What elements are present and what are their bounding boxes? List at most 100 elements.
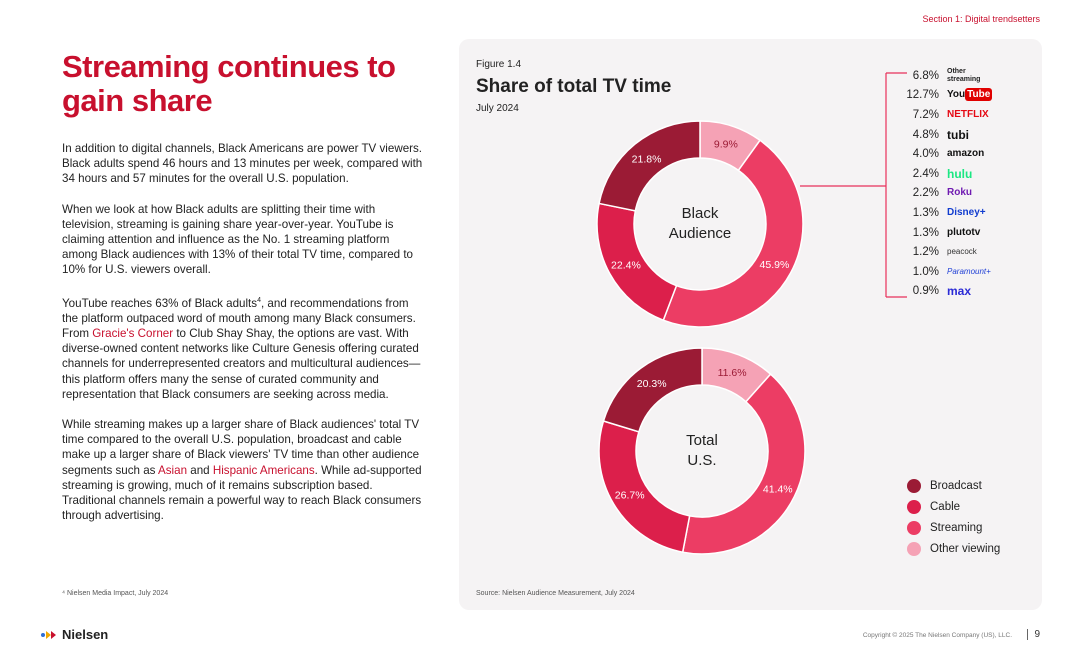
tubi-logo: tubi xyxy=(947,127,969,142)
streaming-pct-tubi: 4.8% xyxy=(912,128,939,141)
hulu-logo: hulu xyxy=(947,166,973,181)
legend-label-broadcast: Broadcast xyxy=(930,479,982,492)
nielsen-logo-text: Nielsen xyxy=(62,627,109,642)
paragraph-4-text-c: . While ad-supported streaming is growin… xyxy=(62,463,422,523)
donut-1-value-label-streaming: 45.9% xyxy=(760,259,790,271)
body-text: In addition to digital channels, Black A… xyxy=(62,141,427,538)
donut-1-value-label-other-viewing: 9.9% xyxy=(714,139,738,151)
copyright: Copyright © 2025 The Nielsen Company (US… xyxy=(862,632,1012,639)
streaming-pct-hulu: 2.4% xyxy=(912,167,939,180)
footnote-ref: 4 xyxy=(257,296,261,304)
legend-label-other-viewing: Other viewing xyxy=(930,542,1001,555)
donut-1-value-label-cable: 22.4% xyxy=(611,260,641,272)
donut-2-center-label: U.S. xyxy=(687,452,716,469)
legend-label-cable: Cable xyxy=(930,500,961,513)
legend-swatch-cable xyxy=(907,499,921,514)
streaming-breakdown-list: 6.8% Other streaming 12.7% You Tube 7.2% NETFL… xyxy=(905,66,1025,301)
legend-swatch-other-viewing xyxy=(907,541,921,556)
streaming-row-tubi: 4.8% tubi xyxy=(905,125,1025,145)
donut-2-slice-broadcast xyxy=(602,347,703,433)
donut-2-value-label-cable: 26.7% xyxy=(615,490,645,502)
streaming-pct-paramount: 1.0% xyxy=(912,265,939,278)
donut-2-slice-cable xyxy=(598,420,691,554)
page-title: Streaming continues to gain share xyxy=(62,49,396,118)
legend-item-cable: Cable xyxy=(907,496,1000,517)
donut-2-value-label-other-viewing: 11.6% xyxy=(718,367,747,379)
hispanic-americans-link[interactable]: Hispanic Americans xyxy=(212,463,315,477)
streaming-pct-max: 0.9% xyxy=(912,285,939,298)
donut-1-slice-streaming xyxy=(662,139,804,328)
streaming-row-roku: 2.2% Roku xyxy=(905,184,1025,204)
donut-2-slice-streaming xyxy=(681,373,806,555)
donut-1-center-label: Black xyxy=(682,205,719,222)
paragraph-3: YouTube reaches 63% of Black adults4, an… xyxy=(62,293,427,402)
streaming-row-paramount: 1.0% Paramount+ xyxy=(905,262,1025,282)
footnote: ⁴ Nielsen Media Impact, July 2024 xyxy=(62,590,169,597)
max-logo: max xyxy=(947,284,972,299)
donut-1-center-label: Audience xyxy=(669,225,732,242)
paragraph-1: In addition to digital channels, Black A… xyxy=(62,142,423,186)
streaming-pct-roku: 2.2% xyxy=(912,187,939,200)
paramount-logo: Paramount+ xyxy=(947,266,991,276)
paragraph-4: While streaming makes up a larger share … xyxy=(62,417,427,523)
streaming-pct-amazon: 4.0% xyxy=(912,148,939,161)
paragraph-3-text-c: to Club Shay Shay, the options are vast.… xyxy=(62,326,421,401)
paragraph-4-text-b: and xyxy=(187,463,213,477)
paragraph-3-text-b: , and recommendations from the platform … xyxy=(62,296,416,340)
figure-subtitle: July 2024 xyxy=(476,103,519,114)
other-streaming-logo: Other streaming xyxy=(947,67,981,83)
figure-source: Source: Nielsen Audience Measurement, Ju… xyxy=(476,590,635,597)
legend-swatch-streaming xyxy=(907,520,921,535)
streaming-row-hulu: 2.4% hulu xyxy=(905,164,1025,184)
youtube-logo: You Tube xyxy=(947,88,993,102)
chart-legend: Broadcast Cable Streaming Other viewing xyxy=(907,475,1000,559)
donut-2-value-label-broadcast: 20.3% xyxy=(637,378,667,390)
gracies-corner-link[interactable]: Gracie's Corner xyxy=(92,326,174,340)
streaming-pct-youtube: 12.7% xyxy=(906,89,939,102)
donut-2-value-label-streaming: 41.4% xyxy=(763,483,793,495)
pluto-tv-logo: plutotv xyxy=(947,226,981,238)
figure-label: Figure 1.4 xyxy=(476,59,522,70)
streaming-pct-other-streaming: 6.8% xyxy=(912,69,939,82)
nielsen-logo: Nielsen xyxy=(40,627,108,642)
streaming-pct-netflix: 7.2% xyxy=(912,108,939,121)
streaming-row-max: 0.9% max xyxy=(905,282,1025,302)
streaming-row-youtube: 12.7% You Tube xyxy=(905,86,1025,106)
page-number: 9 xyxy=(1034,629,1040,640)
roku-logo: Roku xyxy=(947,187,972,199)
donut-1-value-label-broadcast: 21.8% xyxy=(632,154,662,166)
streaming-row-netflix: 7.2% NETFLIX xyxy=(905,105,1025,125)
streaming-row-disney: 1.3% Disney+ xyxy=(905,203,1025,223)
legend-swatch-broadcast xyxy=(907,478,921,493)
legend-item-broadcast: Broadcast xyxy=(907,475,1000,496)
streaming-row-other-streaming: 6.8% Other streaming xyxy=(905,66,1025,86)
streaming-row-amazon: 4.0% amazon xyxy=(905,144,1025,164)
streaming-row-peacock: 1.2% peacock xyxy=(905,242,1025,262)
streaming-pct-pluto-tv: 1.3% xyxy=(912,226,939,239)
figure-title: Share of total TV time xyxy=(476,76,672,97)
amazon-logo: amazon xyxy=(947,148,985,160)
peacock-logo: peacock xyxy=(947,247,977,257)
nielsen-mark-icon xyxy=(41,630,56,639)
donut-1-slice-broadcast xyxy=(598,120,701,212)
streaming-pct-disney: 1.3% xyxy=(912,206,939,219)
streaming-bracket-connector xyxy=(800,72,907,298)
paragraph-4-text-a: While streaming makes up a larger share … xyxy=(62,417,420,477)
paragraph-3-text-a: YouTube reaches 63% of Black adults xyxy=(62,296,258,310)
page-separator xyxy=(1027,629,1028,640)
legend-label-streaming: Streaming xyxy=(930,521,983,534)
legend-item-streaming: Streaming xyxy=(907,517,1000,538)
donut-charts: 9.9% 45.9% 22.4% 21.8% Black Audience 11.6% 41.… xyxy=(596,72,907,555)
streaming-row-pluto-tv: 1.3% plutotv xyxy=(905,223,1025,243)
donut-chart-1: 9.9% 45.9% 22.4% 21.8% Black Audience xyxy=(596,120,804,328)
paragraph-2: When we look at how Black adults are spl… xyxy=(62,202,413,277)
asian-link[interactable]: Asian xyxy=(158,463,188,477)
disney-logo: Disney+ xyxy=(947,206,986,218)
donut-chart-2: 11.6% 41.4% 26.7% 20.3% Total U.S. xyxy=(598,347,806,555)
streaming-pct-peacock: 1.2% xyxy=(912,246,939,259)
donut-2-center-label: Total xyxy=(686,432,718,449)
netflix-logo: NETFLIX xyxy=(947,108,989,120)
section-label: Section 1: Digital trendsetters xyxy=(922,14,1040,24)
figure-panel: Figure 1.4 Share of total TV time July 2… xyxy=(459,39,1042,610)
legend-item-other-viewing: Other viewing xyxy=(907,538,1000,559)
